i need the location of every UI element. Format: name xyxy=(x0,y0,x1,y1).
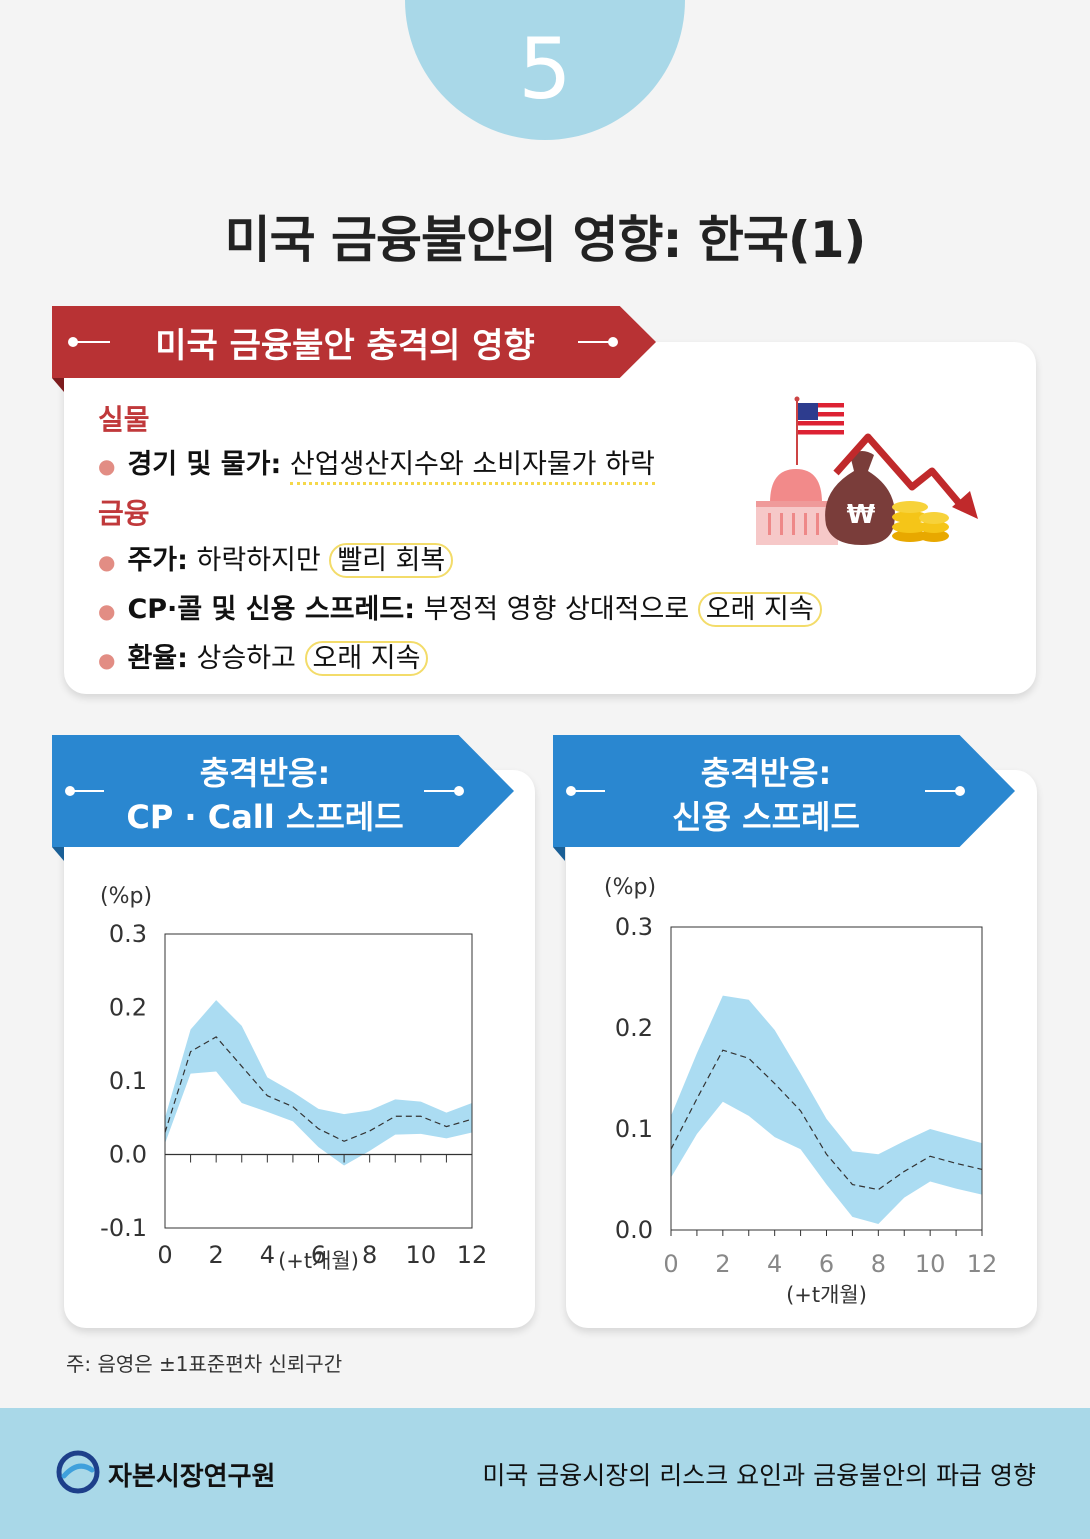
x-tick-label: 10 xyxy=(915,1250,946,1278)
banner-line-right xyxy=(424,790,458,792)
x-axis-label: (+t개월) xyxy=(786,1283,867,1307)
chart-note: 주: 음영은 ±1표준편차 신뢰구간 xyxy=(66,1352,343,1376)
coins-icon xyxy=(892,501,949,542)
x-tick-label: 10 xyxy=(406,1241,437,1269)
x-tick-label: 8 xyxy=(871,1250,886,1278)
x-tick-label: 2 xyxy=(209,1241,224,1269)
bullet-icon: ● xyxy=(98,453,116,478)
banner-line-left xyxy=(70,790,104,792)
x-axis-label: (+t개월) xyxy=(278,1249,359,1273)
page-number: 5 xyxy=(518,20,572,118)
item-highlight: 오래 지속 xyxy=(697,592,822,627)
banner-fold xyxy=(52,847,64,861)
impulse-response-line xyxy=(164,1036,473,1142)
item-body: 상승하고 xyxy=(196,643,296,674)
x-tick-label: 12 xyxy=(457,1241,488,1269)
chart-banner-title-line2: CP · Call 스프레드 xyxy=(126,798,404,836)
banner-line-right xyxy=(578,341,612,343)
y-tick-label: 0.0 xyxy=(109,1141,147,1169)
kcmi-logo-icon xyxy=(56,1450,100,1494)
capitol-icon xyxy=(756,469,838,545)
report-title: 미국 금융시장의 리스크 요인과 금융불안의 파급 영향 xyxy=(482,1461,1036,1490)
bullet-icon: ● xyxy=(98,549,116,574)
item-body: 산업생산지수와 소비자물가 하락 xyxy=(289,449,655,485)
chart-banner-title-line2: 신용 스프레드 xyxy=(672,798,860,836)
us-flag-icon xyxy=(794,396,844,465)
banner-line-left xyxy=(74,341,110,343)
page-number-circle: 5 xyxy=(405,0,685,140)
bullet-icon: ● xyxy=(98,598,116,623)
won-symbol: ₩ xyxy=(847,500,876,530)
page-title: 미국 금융불안의 영향: 한국(1) xyxy=(224,211,867,269)
list-item: ● 경기 및 물가: 산업생산지수와 소비자물가 하락 xyxy=(98,442,655,485)
x-tick-label: 4 xyxy=(260,1241,275,1269)
finance-label: 금융 xyxy=(98,497,150,530)
item-head: 경기 및 물가: xyxy=(127,449,282,480)
list-item: ● 환율: 상승하고 오래 지속 xyxy=(98,636,429,676)
banner-line-right xyxy=(925,790,959,792)
chart-card-left xyxy=(64,770,535,1328)
banner-dot-right xyxy=(454,786,464,796)
impact-banner-title: 미국 금융불안 충격의 영향 xyxy=(155,326,535,366)
item-head: 주가: xyxy=(127,545,188,576)
confidence-band xyxy=(671,995,982,1224)
x-tick-label: 4 xyxy=(767,1250,782,1278)
chart-banner-title-line1: 충격반응: xyxy=(700,754,832,792)
y-tick-label: 0.2 xyxy=(109,994,147,1022)
org-name: 자본시장연구원 xyxy=(108,1462,276,1492)
plot-frame xyxy=(164,933,473,1229)
y-unit-label: (%p) xyxy=(604,875,656,900)
y-tick-label: 0.0 xyxy=(615,1216,653,1244)
y-tick-label: 0.2 xyxy=(615,1014,653,1042)
banner-dot-right xyxy=(955,786,965,796)
x-tick-label: 6 xyxy=(311,1241,326,1269)
impulse-response-line xyxy=(670,1049,983,1191)
item-highlight: 빨리 회복 xyxy=(329,543,454,578)
bullet-icon: ● xyxy=(98,647,116,672)
y-tick-label: 0.1 xyxy=(109,1067,147,1095)
confidence-band xyxy=(165,1000,472,1166)
y-unit-label: (%p) xyxy=(100,884,152,909)
item-body: 부정적 영향 상대적으로 xyxy=(423,594,690,625)
x-tick-label: 2 xyxy=(715,1250,730,1278)
item-body: 하락하지만 xyxy=(196,545,321,576)
y-tick-label: 0.1 xyxy=(615,1115,653,1143)
banner-dot-right xyxy=(608,337,618,347)
list-item: ● CP·콜 및 신용 스프레드: 부정적 영향 상대적으로 오래 지속 xyxy=(98,587,822,627)
credit-spread-chart: 0.0 0.1 0.2 0.3 0 2 4 6 8 10 12 (%p) (+t개월) xyxy=(604,875,998,1307)
item-head: CP·콜 및 신용 스프레드: xyxy=(127,594,416,625)
banner-fold xyxy=(52,378,64,392)
impact-banner xyxy=(52,306,656,378)
falling-arrow-icon xyxy=(833,433,978,519)
list-item: ● 주가: 하락하지만 빨리 회복 xyxy=(98,538,454,578)
banner-fold xyxy=(553,847,565,861)
x-tick-label: 0 xyxy=(157,1241,172,1269)
money-bag-icon: ₩ xyxy=(825,451,895,545)
banner-dot-left xyxy=(68,337,78,347)
x-tick-label: 8 xyxy=(362,1241,377,1269)
item-head: 환율: xyxy=(127,643,188,674)
footer: 자본시장연구원 미국 금융시장의 리스크 요인과 금융불안의 파급 영향 xyxy=(0,1408,1090,1539)
x-tick-label: 0 xyxy=(663,1250,678,1278)
item-highlight: 오래 지속 xyxy=(304,641,429,676)
chart-card-right xyxy=(566,770,1037,1328)
banner-line-left xyxy=(571,790,605,792)
y-tick-label: 0.3 xyxy=(615,913,653,941)
real-economy-label: 실물 xyxy=(98,403,150,436)
y-tick-label: -0.1 xyxy=(100,1214,147,1242)
chart-banner-title-line1: 충격반응: xyxy=(199,754,331,792)
cp-call-spread-chart: -0.1 0.0 0.1 0.2 0.3 0 2 4 6 8 10 12 (%p) (+t개월) xyxy=(100,884,488,1273)
financial-crisis-illustration: ₩ xyxy=(756,396,978,545)
x-tick-label: 6 xyxy=(819,1250,834,1278)
x-tick-label: 12 xyxy=(967,1250,998,1278)
y-tick-label: 0.3 xyxy=(109,920,147,948)
